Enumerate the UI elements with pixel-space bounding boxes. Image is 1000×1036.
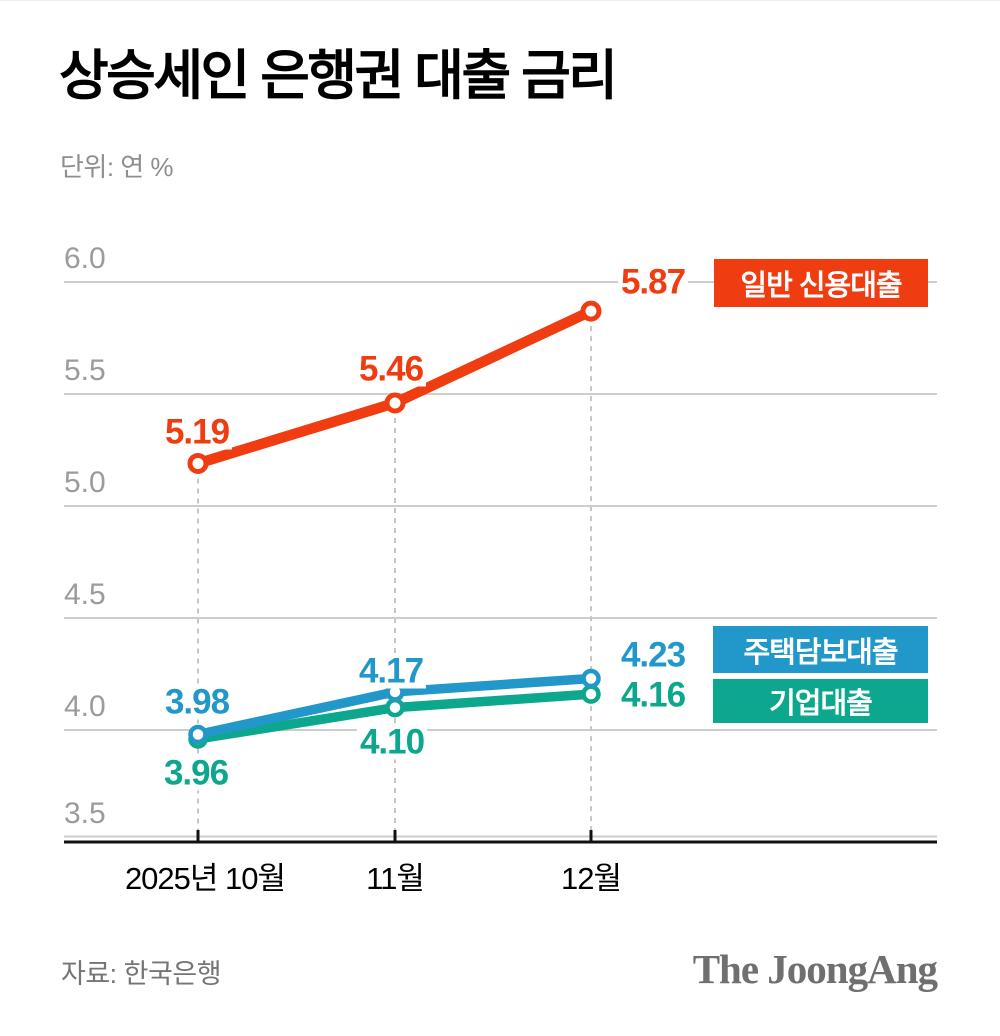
y-axis-label-5.5: 5.5	[64, 354, 106, 387]
x-axis-label-0: 2025년 10월	[124, 861, 286, 896]
data-point-credit-1	[384, 392, 406, 414]
data-point-corporate-2	[581, 684, 601, 704]
data-point-mortgage-0	[188, 724, 208, 745]
data-point-corporate-1	[385, 697, 405, 718]
legend-credit-loan: 일반 신용대출	[714, 259, 928, 307]
chart-title: 상승세인 은행권 대출 금리	[59, 46, 618, 106]
value-label-mortgage-2: 4.23	[617, 637, 689, 673]
value-label-credit-2: 5.87	[617, 264, 689, 300]
y-axis-label-4.5: 4.5	[64, 578, 106, 611]
value-label-corporate-1: 4.10	[356, 724, 428, 760]
value-label-corporate-0: 3.96	[160, 755, 232, 791]
legend-mortgage-loan-label: 주택담보대출	[743, 636, 898, 669]
unit-label: 단위: 연 %	[60, 152, 174, 182]
data-point-mortgage-2	[581, 668, 601, 689]
legend-corporate-loan: 기업대출	[713, 679, 928, 723]
legend-mortgage-loan: 주택담보대출	[713, 626, 928, 673]
value-label-mortgage-0: 3.98	[161, 684, 233, 720]
x-axis-label-1: 11월	[366, 861, 425, 896]
y-axis-label-6.0: 6.0	[64, 242, 106, 275]
data-point-credit-2	[580, 300, 602, 322]
data-point-credit-0	[187, 452, 209, 474]
source-label: 자료: 한국은행	[61, 959, 222, 989]
x-axis-label-2: 12월	[560, 861, 622, 896]
y-axis-label-4.0: 4.0	[64, 690, 106, 723]
value-label-corporate-2: 4.16	[617, 677, 689, 713]
y-axis-label-5.0: 5.0	[64, 466, 106, 499]
legend-corporate-loan-label: 기업대출	[769, 688, 873, 720]
value-label-mortgage-1: 4.17	[355, 653, 427, 689]
legend-credit-loan-label: 일반 신용대출	[740, 270, 902, 302]
y-axis-label-3.5: 3.5	[64, 796, 106, 830]
value-label-credit-1: 5.46	[355, 351, 427, 387]
brand-logo: The JoongAng	[692, 946, 938, 992]
value-label-credit-0: 5.19	[161, 414, 233, 450]
